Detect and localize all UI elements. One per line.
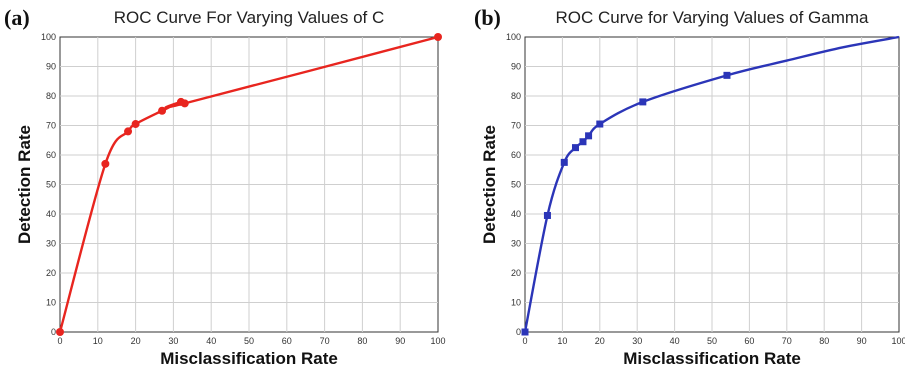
series-line [58, 35, 439, 333]
y-tick-label: 50 [511, 180, 521, 190]
y-tick-label: 80 [46, 91, 56, 101]
y-axis-label: Detection Rate [15, 125, 34, 244]
y-tick-label: 0 [516, 327, 521, 337]
data-point [639, 98, 647, 106]
panel-label: (b) [474, 5, 501, 30]
y-tick-label: 20 [46, 268, 56, 278]
x-tick-label: 60 [744, 336, 754, 346]
data-point [56, 328, 64, 336]
y-tick-label: 80 [511, 91, 521, 101]
x-tick-label: 40 [206, 336, 216, 346]
y-tick-label: 10 [511, 298, 521, 308]
data-point [124, 127, 133, 136]
data-point [723, 71, 731, 79]
panel-label: (a) [4, 5, 30, 30]
x-tick-label: 10 [93, 336, 103, 346]
x-tick-label: 100 [891, 336, 905, 346]
x-tick-label: 0 [522, 336, 527, 346]
y-tick-label: 70 [46, 121, 56, 131]
y-tick-label: 0 [51, 327, 56, 337]
x-tick-label: 10 [557, 336, 567, 346]
y-tick-label: 70 [511, 121, 521, 131]
data-point [579, 138, 587, 146]
data-point [560, 158, 568, 166]
y-tick-label: 60 [511, 150, 521, 160]
data-point [158, 106, 167, 115]
y-tick-label: 60 [46, 150, 56, 160]
x-tick-label: 0 [57, 336, 62, 346]
x-tick-label: 90 [857, 336, 867, 346]
y-tick-label: 40 [511, 209, 521, 219]
data-point [131, 120, 140, 129]
data-point [180, 99, 189, 108]
chart-title: ROC Curve For Varying Values of C [114, 8, 385, 27]
x-tick-label: 90 [395, 336, 405, 346]
data-point [571, 144, 579, 152]
data-point [101, 159, 110, 168]
y-tick-label: 90 [511, 62, 521, 72]
y-tick-label: 40 [46, 209, 56, 219]
y-tick-label: 100 [506, 32, 521, 42]
x-axis-label: Misclassification Rate [623, 349, 801, 368]
x-tick-label: 50 [244, 336, 254, 346]
y-tick-label: 20 [511, 268, 521, 278]
data-point [521, 328, 529, 336]
y-tick-label: 30 [46, 239, 56, 249]
y-tick-label: 90 [46, 62, 56, 72]
series-line [523, 35, 900, 333]
x-tick-label: 70 [782, 336, 792, 346]
x-tick-label: 40 [670, 336, 680, 346]
roc-panel-gamma: (b) ROC Curve for Varying Values of Gamma… [474, 5, 905, 368]
chart-title: ROC Curve for Varying Values of Gamma [555, 8, 869, 27]
x-tick-label: 100 [430, 336, 445, 346]
x-tick-label: 30 [632, 336, 642, 346]
data-point [543, 211, 551, 219]
x-tick-label: 50 [707, 336, 717, 346]
x-axis-label: Misclassification Rate [160, 349, 338, 368]
x-tick-label: 20 [131, 336, 141, 346]
x-tick-label: 70 [320, 336, 330, 346]
y-tick-label: 50 [46, 180, 56, 190]
y-axis-label: Detection Rate [480, 125, 499, 244]
y-tick-label: 10 [46, 298, 56, 308]
data-point [585, 132, 593, 140]
x-tick-label: 80 [357, 336, 367, 346]
roc-panel-c: (a) ROC Curve For Varying Values of C 0 10 2… [4, 5, 446, 368]
x-tick-label: 30 [168, 336, 178, 346]
x-tick-label: 80 [819, 336, 829, 346]
data-point [596, 120, 604, 128]
x-tick-label: 60 [282, 336, 292, 346]
y-tick-label: 100 [41, 32, 56, 42]
y-tick-label: 30 [511, 239, 521, 249]
data-point [434, 33, 442, 41]
x-tick-label: 20 [595, 336, 605, 346]
